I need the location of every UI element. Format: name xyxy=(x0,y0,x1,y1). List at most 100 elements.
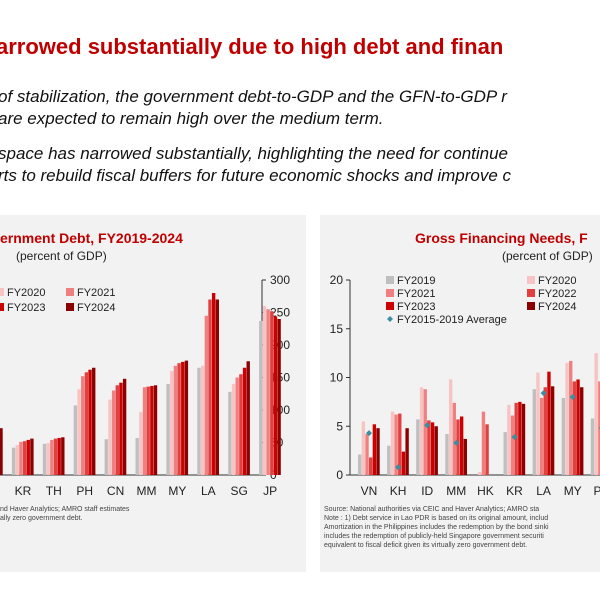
gfn-chart-unit: (percent of GDP) xyxy=(502,249,593,263)
bar-fy2021-kr xyxy=(19,441,23,475)
bar-fy2019-kh xyxy=(387,445,391,475)
bar-fy2022-kh xyxy=(398,413,402,475)
bar-fy2021-kr xyxy=(510,415,515,475)
x-tick-label-kr: KR xyxy=(506,484,523,498)
legend-swatch-fy2020 xyxy=(0,288,4,296)
legend-marker-fy2015-2019-average xyxy=(387,316,393,322)
bar-fy2020-la xyxy=(200,365,205,475)
x-tick-label-my: MY xyxy=(564,484,582,498)
legend-swatch-fy2021 xyxy=(386,289,394,297)
bar-fy2021-la xyxy=(539,397,544,475)
x-tick-label-mm: MM xyxy=(446,484,466,498)
debt-chart: 050100150200250300KRTHPHCNMMMYLASGJPFY20… xyxy=(0,273,290,498)
bar-fy2022-la xyxy=(543,387,547,475)
bar-fy2019-sg xyxy=(228,391,232,475)
legend-label-fy2015-2019-average: FY2015-2019 Average xyxy=(397,314,507,326)
bar-fy2022-my xyxy=(572,381,577,475)
legend-label-fy2020: FY2020 xyxy=(538,275,577,287)
y-tick-label: 300 xyxy=(270,273,290,287)
bar-fy2023-kr xyxy=(26,439,30,475)
bar-fy2021-th xyxy=(50,439,54,475)
bar-fy2024-cat0 xyxy=(0,428,3,475)
legend-swatch-fy2021 xyxy=(66,288,74,296)
y-tick-label: 20 xyxy=(330,273,344,287)
bar-fy2021-ph xyxy=(81,376,85,475)
bar-fy2020-id xyxy=(419,387,424,475)
bar-fy2020-my xyxy=(565,362,569,475)
gfn-chart: 05101520VNKHIDMMHKKRLAMYPHFY2019FY2020FY… xyxy=(330,273,600,498)
bar-fy2019-th xyxy=(42,443,47,475)
bar-fy2024-mm xyxy=(463,438,467,475)
bar-fy2021-id xyxy=(423,389,427,475)
average-marker-la xyxy=(540,390,547,397)
bar-fy2019-ph xyxy=(590,418,595,475)
legend-label-fy2024: FY2024 xyxy=(77,302,116,314)
legend-swatch-fy2022 xyxy=(527,289,535,297)
legend-label-fy2022: FY2022 xyxy=(538,288,577,300)
bullet-line-1: of stabilization, the government debt-to… xyxy=(0,87,507,106)
bar-fy2020-jp xyxy=(262,306,267,475)
gfn-chart-note-4: equivalent to fiscal deficit given its v… xyxy=(324,542,528,549)
bar-fy2024-sg xyxy=(246,361,250,475)
debt-chart-unit: (percent of GDP) xyxy=(16,249,107,263)
gfn-chart-note-2: Amortization in the Philippines includes… xyxy=(324,524,549,531)
bar-fy2019-mm xyxy=(135,437,139,475)
bar-fy2024-la xyxy=(550,386,555,475)
bar-fy2021-hk xyxy=(481,411,486,476)
bar-fy2022-my xyxy=(177,363,181,475)
x-tick-label-cn: CN xyxy=(107,484,124,498)
bar-fy2022-mm xyxy=(456,419,460,475)
bar-fy2021-sg xyxy=(235,377,239,475)
bullet-line-2: are expected to remain high over the med… xyxy=(0,109,384,128)
bar-fy2024-kr xyxy=(30,438,34,475)
bar-fy2021-vn xyxy=(365,434,369,475)
bar-fy2021-la xyxy=(204,315,208,475)
bar-fy2020-th xyxy=(46,443,50,475)
bar-fy2021-kh xyxy=(394,414,398,475)
bar-fy2021-my xyxy=(173,365,178,475)
gfn-chart-title: Gross Financing Needs, F xyxy=(415,230,588,246)
legend-swatch-fy2024 xyxy=(527,302,535,310)
bar-fy2023-mm xyxy=(459,416,464,475)
bar-fy2023-jp xyxy=(273,316,278,475)
legend-swatch-fy2024 xyxy=(66,303,74,311)
bar-fy2024-jp xyxy=(277,319,281,475)
bar-fy2019-la xyxy=(197,367,201,475)
bar-fy2019-id xyxy=(416,419,420,475)
bar-fy2020-sg xyxy=(231,384,236,475)
bar-fy2024-ph xyxy=(92,367,96,475)
bar-fy2024-la xyxy=(215,299,219,475)
x-tick-label-kh: KH xyxy=(390,484,407,498)
bar-fy2020-ph xyxy=(594,353,598,476)
gfn-chart-note-3: includes the redemption of publicly-held… xyxy=(324,533,544,540)
bar-fy2020-kr xyxy=(507,404,511,475)
bar-fy2024-cn xyxy=(122,378,127,475)
legend-label-fy2019: FY2019 xyxy=(397,275,436,287)
x-tick-label-ph: PH xyxy=(593,484,600,498)
x-tick-label-la: LA xyxy=(201,484,216,498)
bar-fy2020-cn xyxy=(108,399,112,475)
bar-fy2022-cn xyxy=(115,385,119,475)
bar-fy2022-jp xyxy=(270,311,274,475)
bar-fy2019-kr xyxy=(503,432,507,475)
bar-fy2022-la xyxy=(208,299,212,475)
x-tick-label-mm: MM xyxy=(137,484,157,498)
bar-fy2024-my xyxy=(184,360,189,475)
legend-swatch-fy2020 xyxy=(527,276,535,284)
x-tick-label-la: LA xyxy=(536,484,551,498)
y-tick-label: 10 xyxy=(330,371,344,385)
y-tick-label: 0 xyxy=(270,468,277,482)
debt-chart-source: nd Haver Analytics; AMRO staff estimates xyxy=(0,506,130,513)
average-marker-kr xyxy=(511,433,518,440)
bar-fy2024-kh xyxy=(405,428,409,475)
legend-label-fy2021: FY2021 xyxy=(77,287,116,299)
bar-fy2022-kr xyxy=(22,441,27,475)
bar-fy2020-vn xyxy=(361,421,366,476)
legend-swatch-fy2023 xyxy=(386,302,394,310)
bar-fy2023-la xyxy=(547,371,551,475)
x-tick-label-hk: HK xyxy=(477,484,494,498)
bar-fy2023-id xyxy=(430,422,435,475)
average-marker-vn xyxy=(366,430,372,437)
bar-fy2022-vn xyxy=(369,457,373,475)
bar-fy2019-vn xyxy=(358,454,362,475)
